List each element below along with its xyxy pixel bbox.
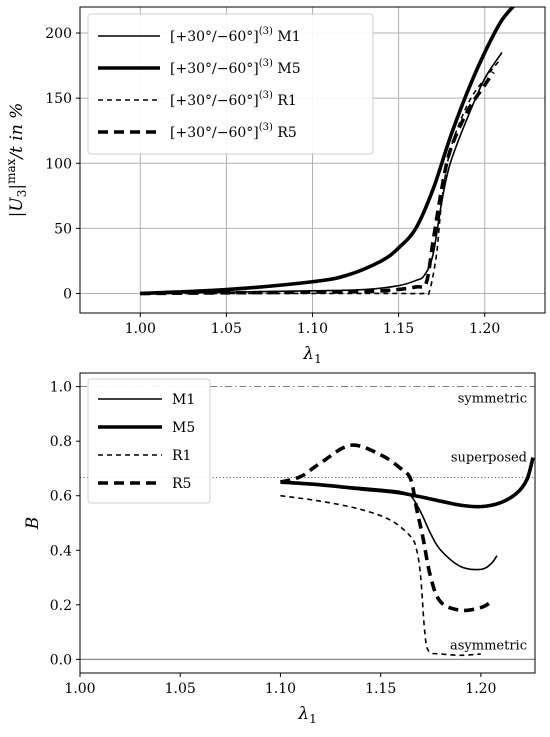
legend-superscript: (3) xyxy=(259,26,273,37)
x-tick-label: 1.10 xyxy=(265,681,296,697)
legend-label-M1: [+30°/−60°](3) M1 xyxy=(170,26,301,45)
reference-label-superposed: superposed xyxy=(451,451,527,466)
series-group xyxy=(279,443,535,657)
x-tick-label: 1.00 xyxy=(125,321,156,337)
x-axis-label: λ1 xyxy=(302,344,321,366)
x-tick-label: 1.10 xyxy=(297,321,328,337)
y-axis-label: B xyxy=(23,517,43,531)
legend-superscript: (3) xyxy=(259,90,273,101)
series-group xyxy=(140,7,516,296)
legend-label-R1: [+30°/−60°](3) R1 xyxy=(170,90,297,109)
legend-superscript: (3) xyxy=(259,122,273,133)
x-axis-label-sub: 1 xyxy=(314,352,322,366)
series-line-M5 xyxy=(140,7,516,296)
legend-label-R1: R1 xyxy=(172,448,191,464)
y-axis-label: |U3|max/t in % xyxy=(4,103,29,218)
bottom-chart: symmetric superposed asymmetric 1.00 1.05 1.1… xyxy=(23,372,536,726)
series-line-M1 xyxy=(280,481,498,571)
legend-superscript: (3) xyxy=(259,58,273,69)
x-tick-label: 1.00 xyxy=(64,681,95,697)
y-axis-label-part: max xyxy=(4,158,18,184)
legend-prefix: [+30°/−60°] xyxy=(170,61,259,77)
x-axis-label-main: λ xyxy=(302,344,314,364)
legend-box xyxy=(87,378,211,504)
y-tick-label: 100 xyxy=(45,156,72,172)
series-line-R5 xyxy=(279,443,492,613)
y-tick-label: 0.6 xyxy=(50,489,72,505)
legend-name: M5 xyxy=(273,61,301,77)
y-tick-label: 0.8 xyxy=(50,434,72,450)
x-tick-label: 1.15 xyxy=(383,321,414,337)
y-tick-label: 0.2 xyxy=(50,598,72,614)
legend-name: R1 xyxy=(273,93,297,109)
legend-name: M1 xyxy=(273,29,301,45)
legend-box xyxy=(87,13,374,155)
legend-label-R5: [+30°/−60°](3) R5 xyxy=(170,122,297,141)
y-tick-label: 50 xyxy=(54,221,72,237)
y-axis-label-part: 3 xyxy=(15,190,29,198)
series-line-R1 xyxy=(280,494,481,657)
legend-prefix: [+30°/−60°] xyxy=(170,93,259,109)
y-axis-label-part: /t in % xyxy=(7,103,27,161)
x-axis-label: λ1 xyxy=(297,704,316,726)
legend-prefix: [+30°/−60°] xyxy=(170,125,259,141)
x-tick-label: 1.15 xyxy=(365,681,396,697)
legend-name: R5 xyxy=(273,125,297,141)
reference-label-asymmetric: asymmetric xyxy=(450,638,527,653)
legend-label-M5: [+30°/−60°](3) M5 xyxy=(170,58,301,77)
series-line-R5 xyxy=(140,71,495,296)
x-tick-label: 1.05 xyxy=(211,321,242,337)
legend-label-R5: R5 xyxy=(172,476,191,492)
top-chart: 1.00 1.05 1.10 1.15 1.20 0 50 100 150 200 λ1 |U3|ma… xyxy=(4,6,546,366)
y-tick-label: 0.4 xyxy=(50,543,72,559)
reference-label-symmetric: symmetric xyxy=(458,392,527,407)
x-axis-label-sub: 1 xyxy=(309,712,317,726)
x-tick-label: 1.05 xyxy=(165,681,196,697)
y-tick-label: 150 xyxy=(45,91,72,107)
series-line-M1 xyxy=(140,52,503,295)
plot-frame xyxy=(79,372,536,674)
y-axis-label-part: |U xyxy=(7,197,27,218)
legend-label-M1: M1 xyxy=(172,392,195,408)
y-axis-label-part: | xyxy=(7,184,27,190)
y-tick-label: 1.0 xyxy=(50,380,72,396)
legend-label-M5: M5 xyxy=(172,420,195,436)
y-tick-label: 200 xyxy=(45,26,72,42)
y-tick-label: 0 xyxy=(63,286,72,302)
x-axis-label-main: λ xyxy=(297,704,309,724)
legend-prefix: [+30°/−60°] xyxy=(170,29,259,45)
series-line-M5 xyxy=(280,457,535,509)
x-tick-label: 1.20 xyxy=(465,681,496,697)
x-tick-label: 1.20 xyxy=(469,321,500,337)
y-tick-label: 0.0 xyxy=(50,652,72,668)
